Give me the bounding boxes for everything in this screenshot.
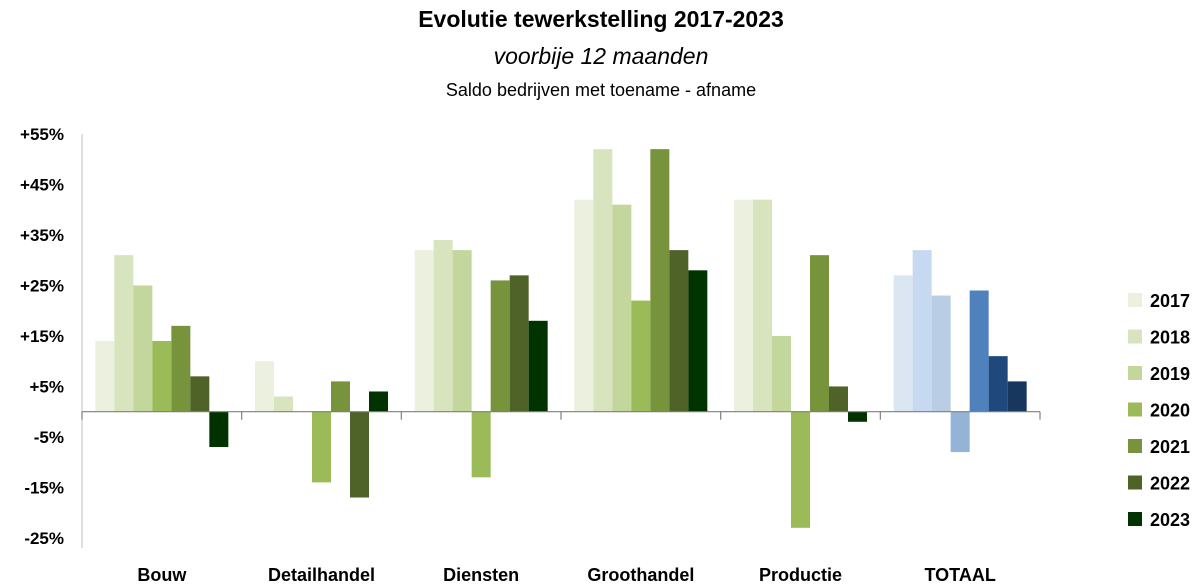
legend-swatch-2018 — [1128, 329, 1142, 344]
x-tick-label: Diensten — [443, 565, 519, 585]
x-tick-label: Groothandel — [587, 565, 694, 585]
bar-productie-2018 — [753, 199, 772, 412]
bar-bouw-2021 — [171, 325, 191, 412]
bar-bouw-2019 — [133, 285, 153, 412]
y-tick-label: -5% — [34, 428, 64, 447]
bar-groothandel-2017 — [574, 199, 594, 412]
chart-title: Evolutie tewerkstelling 2017-2023 — [418, 6, 784, 32]
legend-label: 2018 — [1150, 328, 1190, 348]
legend-label: 2019 — [1150, 364, 1190, 384]
x-tick-label: TOTAAL — [925, 565, 996, 585]
legend-label: 2022 — [1150, 474, 1190, 494]
y-tick-label: -25% — [24, 529, 64, 548]
x-tick-label: Detailhandel — [268, 565, 375, 585]
bar-diensten-2023 — [528, 320, 548, 412]
x-axis: Bouw Detailhandel Diensten Groothandel Produ… — [81, 411, 1041, 585]
y-tick-label: +55% — [20, 125, 64, 144]
y-tick-label: +15% — [20, 327, 64, 346]
bar-detailhandel-2017 — [255, 361, 274, 412]
y-tick-label: +45% — [20, 175, 64, 194]
bar-diensten-2018 — [433, 240, 453, 412]
bar-productie-2021 — [810, 255, 829, 412]
bar-diensten-2022 — [509, 275, 529, 412]
legend-swatch-2017 — [1128, 293, 1142, 307]
bar-totaal-2017 — [893, 275, 913, 412]
y-tick-label: +5% — [30, 377, 65, 396]
bar-bouw-2018 — [114, 255, 134, 412]
bar-totaal-2023 — [1007, 381, 1027, 412]
y-tick-label: -15% — [24, 478, 64, 497]
bar-productie-2019 — [772, 335, 791, 412]
bar-totaal-2020 — [950, 411, 970, 453]
bar-groothandel-2019 — [612, 204, 632, 412]
x-tick-label: Productie — [759, 565, 842, 585]
y-tick-label: +35% — [20, 226, 64, 245]
bars — [95, 149, 1027, 528]
bar-groothandel-2023 — [688, 270, 708, 412]
bar-totaal-2018 — [912, 250, 932, 412]
legend-swatch-2019 — [1128, 366, 1142, 380]
legend-swatch-2023 — [1128, 512, 1142, 526]
bar-totaal-2021 — [969, 290, 989, 412]
bar-bouw-2020 — [152, 341, 172, 412]
x-tick-label: Bouw — [137, 565, 187, 585]
legend-label: 2020 — [1150, 401, 1190, 421]
bar-detailhandel-2021 — [331, 381, 350, 412]
bar-bouw-2017 — [95, 341, 115, 412]
bar-detailhandel-2022 — [350, 411, 369, 498]
legend-label: 2021 — [1150, 437, 1190, 457]
bar-detailhandel-2023 — [369, 391, 388, 412]
chart-subtitle: voorbije 12 maanden — [493, 43, 709, 69]
bar-diensten-2019 — [452, 250, 472, 412]
chart-subtitle-2: Saldo bedrijven met toename - afname — [445, 80, 757, 100]
bar-diensten-2020 — [471, 411, 491, 478]
bar-productie-2020 — [791, 411, 810, 528]
bar-diensten-2021 — [490, 280, 510, 412]
legend-label: 2023 — [1150, 510, 1190, 530]
bar-productie-2022 — [829, 386, 848, 412]
bar-groothandel-2021 — [650, 149, 670, 412]
bar-bouw-2023 — [209, 411, 229, 448]
bar-groothandel-2018 — [593, 149, 613, 412]
bar-bouw-2022 — [190, 376, 210, 412]
bar-diensten-2017 — [414, 250, 434, 412]
bar-totaal-2019 — [931, 295, 951, 412]
bar-totaal-2022 — [988, 356, 1008, 412]
legend-swatch-2021 — [1128, 439, 1142, 453]
bar-detailhandel-2020 — [312, 411, 331, 483]
bar-groothandel-2020 — [631, 300, 651, 412]
legend-label: 2017 — [1150, 291, 1190, 311]
y-tick-label: +25% — [20, 276, 64, 295]
bar-detailhandel-2018 — [274, 396, 293, 412]
bar-groothandel-2022 — [669, 250, 689, 412]
bar-productie-2023 — [848, 411, 867, 422]
legend-swatch-2020 — [1128, 402, 1142, 417]
y-axis: +55% +45% +35% +25% +15% +5% -5% -15% -25% — [20, 125, 83, 548]
bar-productie-2017 — [734, 199, 753, 412]
legend: 2017 2018 2019 2020 2021 2022 2023 — [1128, 291, 1190, 530]
legend-swatch-2022 — [1128, 475, 1142, 490]
